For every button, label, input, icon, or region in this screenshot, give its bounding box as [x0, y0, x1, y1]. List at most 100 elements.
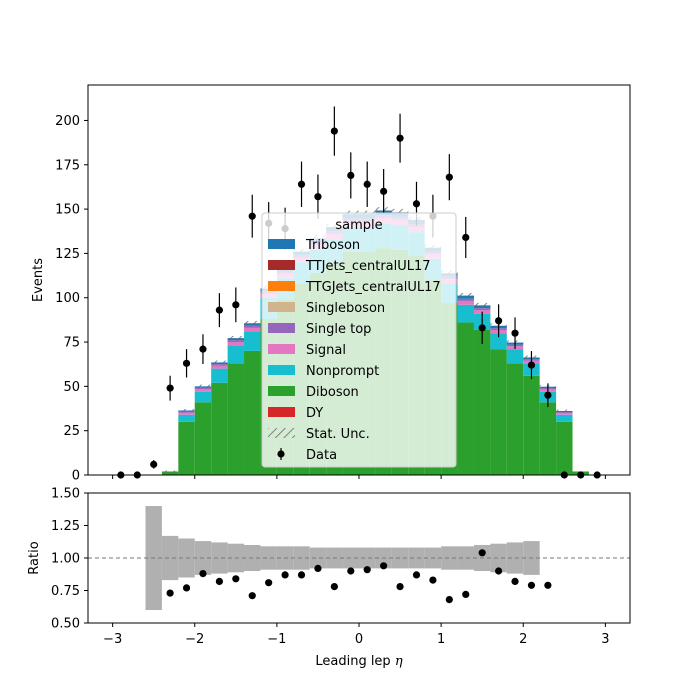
ratio-unc-band [309, 547, 327, 569]
legend-swatch [268, 365, 295, 375]
ratio-unc-band [359, 547, 376, 569]
bar-single-top [227, 340, 245, 343]
ratio-plot-body [88, 506, 630, 610]
legend-swatch-hatch [268, 428, 295, 438]
y-axis-label-events: Events [31, 258, 46, 302]
ratio-point [396, 583, 404, 591]
data-point [150, 460, 158, 468]
bar-nonprompt [490, 333, 507, 350]
stat-unc-band [227, 336, 245, 341]
ratio-y-tick-label: 0.75 [51, 584, 80, 599]
legend-swatch [268, 239, 295, 249]
legend-swatch [268, 323, 295, 333]
ratio-point [511, 577, 519, 586]
ratio-x-tick-label: 1 [437, 632, 445, 647]
stat-unc-band [556, 409, 573, 413]
ratio-point [445, 596, 453, 604]
y-tick-label: 175 [55, 158, 80, 173]
bar-signal [244, 327, 261, 332]
bar-nonprompt [506, 349, 524, 364]
legend-swatch [268, 281, 295, 291]
ratio-panel: 0.50 0.75 1.00 1.25 1.50 −3 −2 −1 0 1 2 3 Ratio Le… [27, 487, 631, 669]
legend-label: Single top [306, 322, 371, 337]
ratio-point [429, 576, 437, 584]
data-point [412, 200, 421, 208]
bar-nonprompt [178, 414, 195, 422]
ratio-unc-band [441, 546, 458, 570]
stat-unc-band [194, 384, 212, 389]
legend-entry: Diboson [268, 385, 359, 400]
ratio-point [215, 577, 223, 586]
legend-swatch [268, 260, 295, 270]
y-tick-label: 125 [55, 247, 80, 262]
main-x-axis [112, 475, 606, 479]
bar-diboson [539, 402, 557, 475]
bar-diboson [556, 421, 573, 475]
data-point [347, 171, 355, 180]
bar-signal [211, 365, 228, 369]
ratio-point [314, 564, 322, 573]
bar-diboson [523, 375, 540, 475]
bar-diboson [457, 322, 474, 475]
ratio-point [281, 571, 289, 579]
bar-diboson [178, 421, 195, 475]
stat-unc-band [178, 409, 195, 412]
legend-entry: Stat. Unc. [268, 427, 370, 442]
bar-diboson [211, 382, 228, 475]
ratio-x-tick-label: −2 [185, 632, 204, 647]
legend-label: Nonprompt [306, 364, 379, 379]
ratio-x-tick-label: 2 [519, 632, 527, 647]
ratio-x-tick-label: 3 [601, 632, 609, 647]
bar-signal [457, 300, 474, 305]
legend-swatch [268, 386, 295, 396]
y-tick-label: 75 [63, 336, 80, 351]
data-point [182, 359, 191, 367]
data-point [297, 180, 306, 188]
legend-entry: Triboson [268, 238, 360, 253]
y-axis-label-ratio: Ratio [27, 541, 42, 574]
stat-unc-band [211, 360, 228, 365]
legend-entry: DY [268, 406, 323, 421]
bar-diboson [194, 402, 212, 475]
legend-entry: Nonprompt [268, 364, 379, 379]
ratio-unc-band [391, 547, 409, 569]
data-point [314, 193, 322, 201]
ratio-point [330, 583, 338, 591]
ratio-unc-band [457, 546, 474, 570]
legend: sample Triboson TTJets_centralUL17 TTGJets… [261, 212, 457, 468]
main-y-axis: 0 25 50 75 100 125 150 175 200 [55, 114, 88, 484]
legend-label: Stat. Unc. [306, 427, 370, 442]
stat-unc-band [391, 208, 409, 216]
legend-title: sample [335, 218, 382, 233]
ratio-point [412, 571, 421, 579]
legend-label: TTGJets_centralUL17 [305, 280, 441, 295]
ratio-unc-band [408, 547, 425, 569]
data-point [232, 301, 240, 309]
bar-single-top [194, 387, 212, 390]
legend-label: TTJets_centralUL17 [305, 259, 431, 274]
ratio-y-tick-label: 1.00 [51, 552, 80, 567]
legend-label: Data [306, 448, 337, 463]
bar-single-top [556, 412, 573, 413]
data-point [248, 212, 256, 220]
bar-nonprompt [194, 391, 212, 403]
ratio-y-tick-label: 1.50 [51, 487, 80, 502]
y-tick-label: 50 [63, 380, 80, 395]
bar-diboson [244, 350, 261, 475]
ratio-unc-band [161, 535, 179, 581]
ratio-x-axis: −3 −2 −1 0 1 2 3 [103, 623, 610, 647]
ratio-x-tick-label: −1 [267, 632, 286, 647]
ratio-point [199, 570, 207, 578]
bar-single-top [211, 364, 228, 366]
bar-signal [556, 412, 573, 415]
legend-box [261, 212, 457, 468]
legend-entries: Triboson TTJets_centralUL17 TTGJets_centra… [268, 238, 441, 463]
legend-entry: Single top [268, 322, 371, 337]
legend-entry: Singleboson [268, 301, 385, 316]
y-tick-label: 25 [63, 424, 80, 439]
ratio-point [297, 571, 306, 579]
bar-signal [178, 412, 195, 415]
ratio-point [232, 575, 240, 583]
ratio-point [166, 589, 174, 597]
bar-single-top [244, 325, 261, 328]
